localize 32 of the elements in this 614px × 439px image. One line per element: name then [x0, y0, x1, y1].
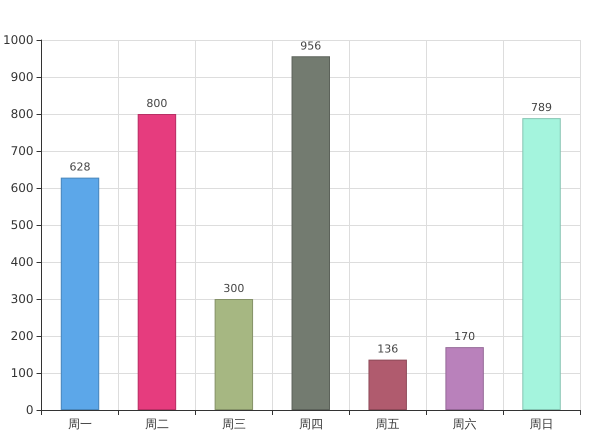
x-tick-label: 周日 [530, 417, 554, 431]
x-tick-label: 周四 [298, 417, 323, 431]
bar [522, 118, 561, 410]
y-tick-label: 400 [10, 255, 34, 269]
x-tick-label: 周六 [452, 417, 477, 431]
y-tick-label: 500 [10, 218, 34, 232]
data-label: 956 [300, 39, 322, 52]
x-tick-label: 周二 [144, 417, 169, 431]
bar [368, 360, 407, 410]
data-label: 800 [146, 97, 168, 110]
bar [292, 56, 330, 410]
data-label: 628 [70, 160, 90, 174]
bar [214, 299, 254, 410]
bar [138, 114, 176, 410]
y-tick-label: 0 [26, 403, 34, 417]
bar [60, 178, 100, 410]
y-tick-label: 700 [10, 144, 34, 158]
y-tick-label: 900 [10, 70, 34, 84]
y-tick-label: 800 [10, 107, 34, 121]
data-label: 789 [531, 101, 552, 114]
data-label: 170 [454, 330, 476, 344]
y-tick-label: 1000 [2, 33, 34, 47]
x-tick-label: 周五 [376, 417, 400, 431]
y-tick-label: 100 [10, 366, 34, 380]
data-label: 136 [377, 342, 398, 356]
bar [445, 347, 484, 410]
data-label: 300 [223, 282, 244, 295]
y-tick-label: 200 [10, 329, 34, 343]
y-tick-label: 600 [10, 181, 34, 195]
x-tick-label: 周三 [222, 417, 246, 431]
x-tick-label: 周一 [68, 417, 92, 431]
y-tick-label: 300 [10, 292, 34, 306]
